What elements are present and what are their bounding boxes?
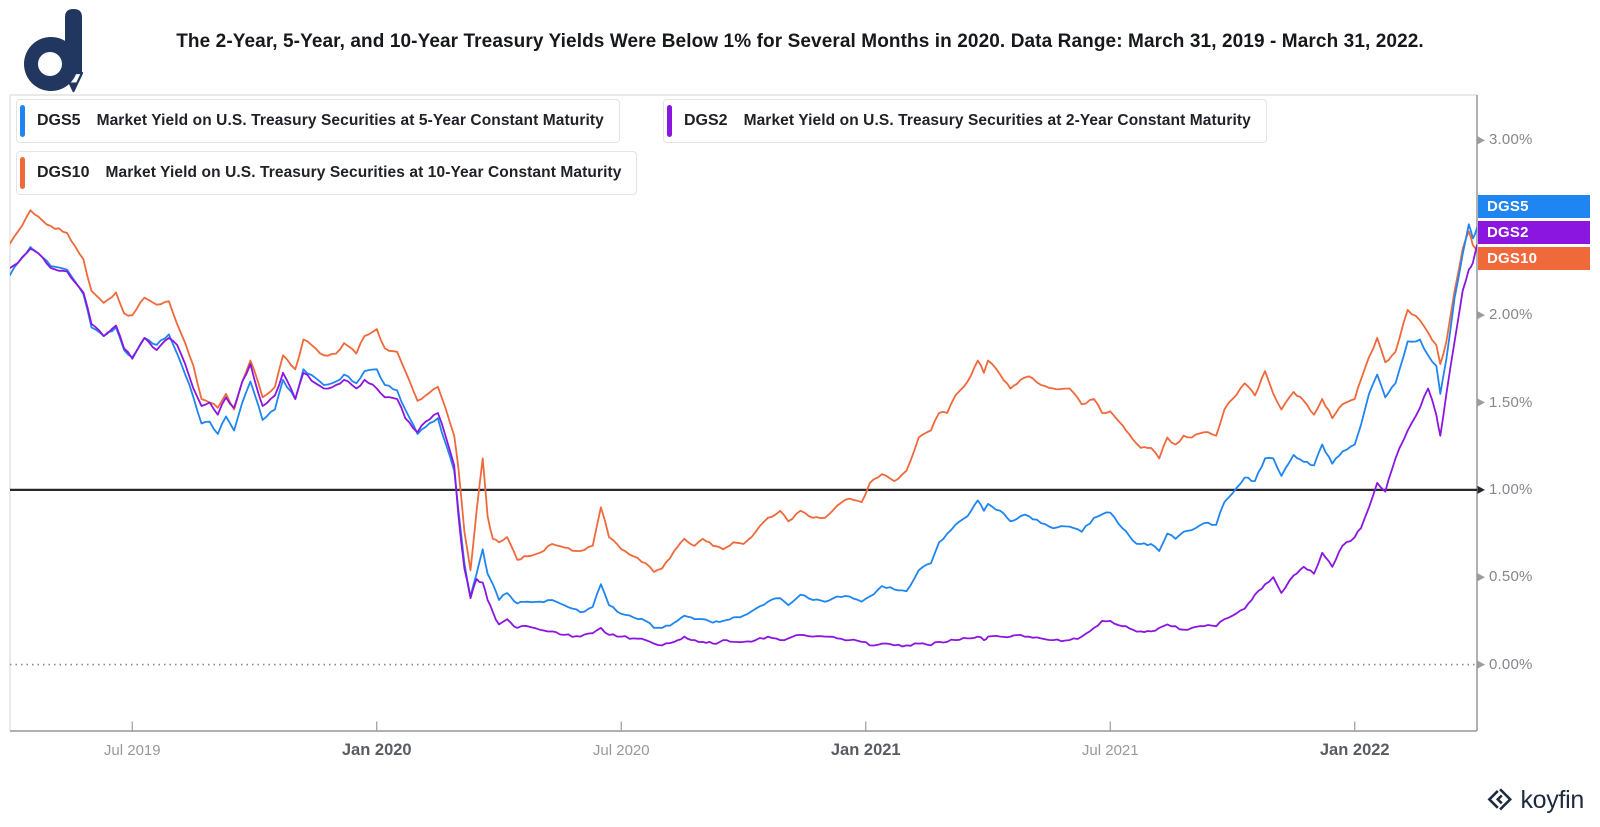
x-axis-label: Jan 2020	[341, 741, 412, 759]
legend-item-dgs10[interactable]: DGS10 Market Yield on U.S. Treasury Secu…	[16, 151, 638, 195]
legend-description-dgs10: Market Yield on U.S. Treasury Securities…	[105, 164, 622, 181]
last-value-tag-dgs5: DGS5	[1478, 195, 1590, 218]
x-axis-label: Jul 2020	[592, 742, 650, 759]
legend-item-dgs5[interactable]: DGS5 Market Yield on U.S. Treasury Secur…	[16, 99, 620, 143]
legend-description-dgs2: Market Yield on U.S. Treasury Securities…	[743, 112, 1251, 129]
y-axis-label: 1.50%	[1489, 393, 1533, 411]
y-axis-label: 0.00%	[1489, 655, 1533, 673]
koyfin-wordmark: koyfin	[1520, 786, 1584, 814]
legend-color-bar-dgs2	[667, 105, 672, 137]
y-axis-label: 1.00%	[1489, 480, 1533, 498]
legend-item-dgs2[interactable]: DGS2 Market Yield on U.S. Treasury Secur…	[663, 99, 1267, 143]
legend-color-bar-dgs10	[20, 157, 25, 189]
legend-description-dgs5: Market Yield on U.S. Treasury Securities…	[96, 112, 604, 129]
legend-color-bar-dgs5	[20, 105, 25, 137]
publisher-d-pencil-logo	[24, 9, 84, 93]
x-axis-label: Jul 2019	[103, 742, 161, 759]
y-axis-label: 3.00%	[1489, 131, 1533, 149]
y-axis-label: 2.00%	[1489, 306, 1533, 324]
x-axis-label: Jul 2021	[1081, 742, 1139, 759]
legend-ticker-dgs5: DGS5	[37, 112, 81, 129]
x-axis-label: Jan 2022	[1319, 741, 1390, 759]
legend-ticker-dgs10: DGS10	[37, 164, 90, 181]
x-axis-label: Jan 2021	[830, 741, 901, 759]
legend-ticker-dgs2: DGS2	[684, 112, 728, 129]
koyfin-brand-link[interactable]: koyfin	[1486, 786, 1584, 815]
chart-title: The 2-Year, 5-Year, and 10-Year Treasury…	[176, 31, 1424, 52]
last-value-tag-dgs2: DGS2	[1478, 221, 1590, 244]
y-axis-label: 0.50%	[1489, 568, 1533, 586]
koyfin-logo-icon	[1488, 788, 1513, 811]
last-value-tag-dgs10: DGS10	[1478, 247, 1590, 270]
